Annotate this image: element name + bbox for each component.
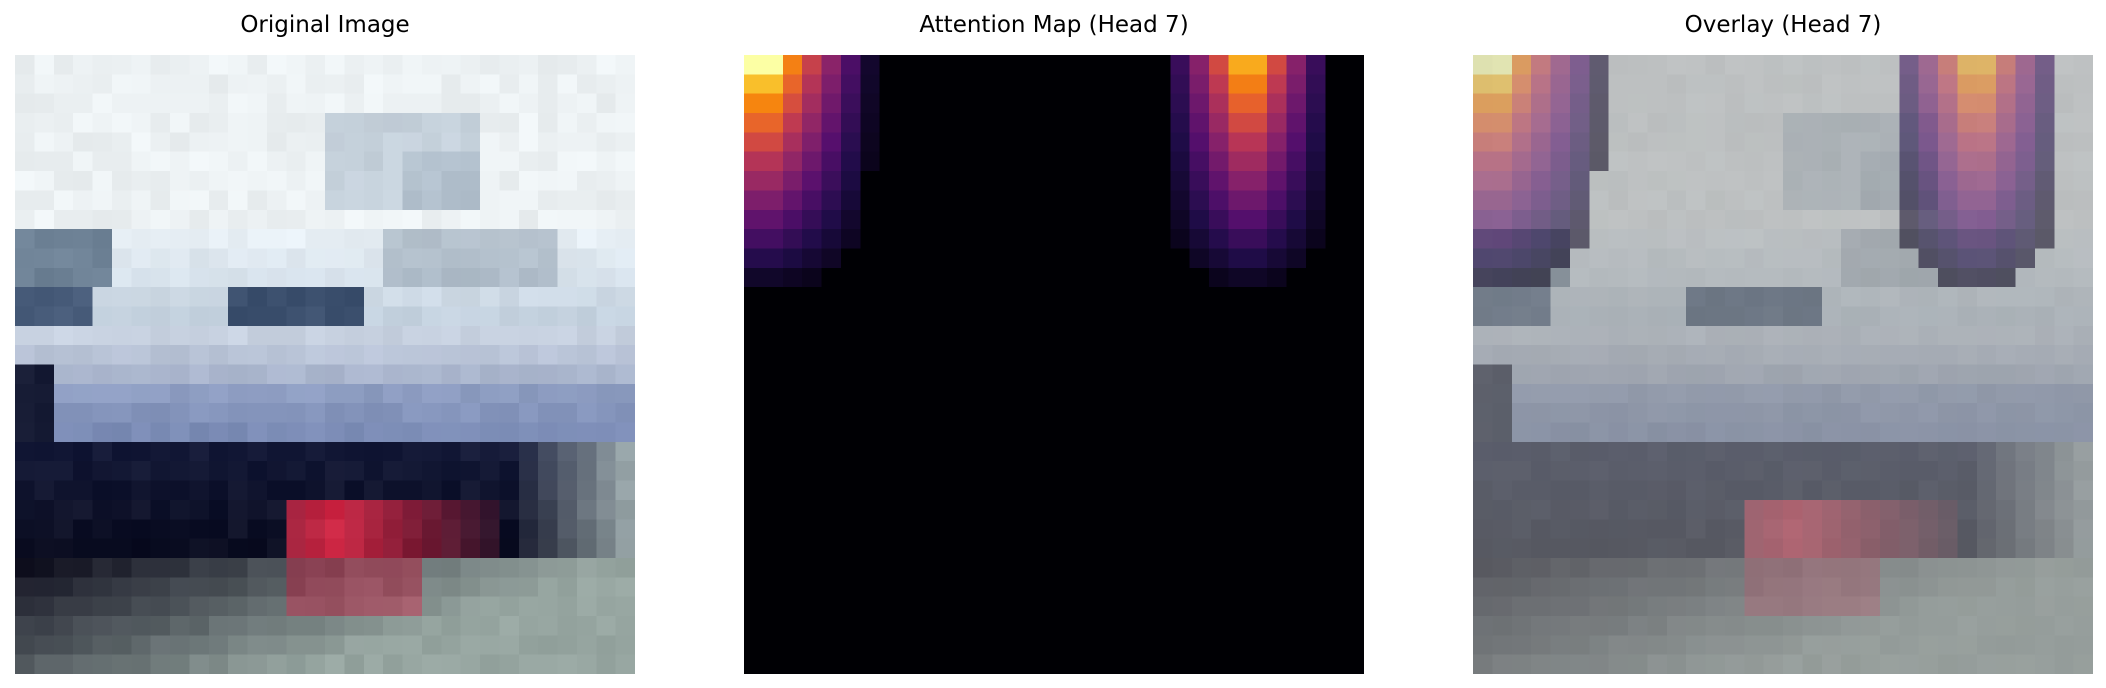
- overlay-image: [1473, 55, 2093, 674]
- attention-map-image: [744, 55, 1364, 674]
- panel-attention: Attention Map (Head 7): [744, 0, 1364, 688]
- panel-original: Original Image: [15, 0, 635, 688]
- panel-overlay: Overlay (Head 7): [1473, 0, 2093, 688]
- panel-title-original: Original Image: [240, 12, 410, 38]
- original-image: [15, 55, 635, 674]
- panel-title-overlay: Overlay (Head 7): [1684, 12, 1882, 38]
- panel-title-attention: Attention Map (Head 7): [919, 12, 1189, 38]
